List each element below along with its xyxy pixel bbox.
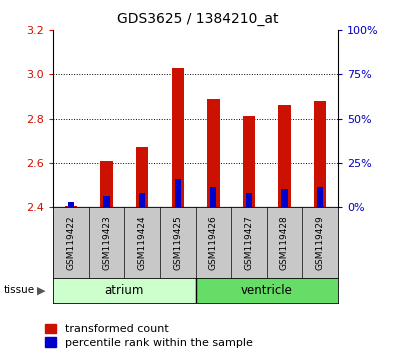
Bar (246, 193, 252, 207)
Bar (103, 196, 110, 207)
Bar (139, 193, 145, 207)
Bar (317, 187, 323, 207)
Bar (65, 206, 77, 207)
Text: GSM119423: GSM119423 (102, 215, 111, 270)
Text: GSM119422: GSM119422 (67, 215, 75, 270)
Bar (68, 202, 74, 207)
Text: GSM119429: GSM119429 (316, 215, 324, 270)
Bar (175, 179, 181, 207)
Text: GSM119426: GSM119426 (209, 215, 218, 270)
Bar (207, 99, 220, 207)
Bar (281, 189, 288, 207)
Text: GSM119424: GSM119424 (138, 215, 147, 270)
Text: ▶: ▶ (37, 285, 45, 295)
Bar (196, 278, 338, 303)
Bar (171, 68, 184, 207)
Text: atrium: atrium (105, 284, 144, 297)
Bar (210, 187, 216, 207)
Bar (314, 101, 326, 207)
Text: GSM119427: GSM119427 (245, 215, 253, 270)
Legend: transformed count, percentile rank within the sample: transformed count, percentile rank withi… (45, 324, 253, 348)
Text: tissue: tissue (4, 285, 35, 295)
Text: GDS3625 / 1384210_at: GDS3625 / 1384210_at (117, 12, 278, 27)
Bar (53, 278, 196, 303)
Bar (243, 116, 255, 207)
Bar (136, 147, 149, 207)
Text: ventricle: ventricle (241, 284, 293, 297)
Text: GSM119425: GSM119425 (173, 215, 182, 270)
Bar (100, 161, 113, 207)
Text: GSM119428: GSM119428 (280, 215, 289, 270)
Bar (278, 105, 291, 207)
